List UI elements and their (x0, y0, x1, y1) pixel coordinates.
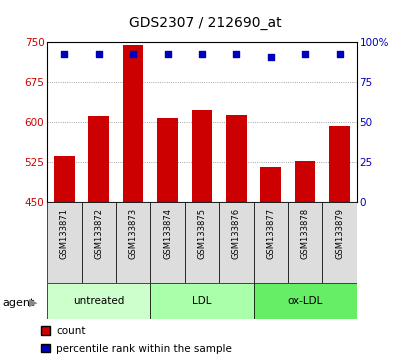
Text: untreated: untreated (73, 296, 124, 306)
Bar (150, 202, 184, 283)
Bar (294, 161, 315, 202)
Bar (88, 116, 109, 202)
Text: GSM133874: GSM133874 (163, 208, 172, 259)
Bar (116, 202, 150, 283)
Text: GSM133873: GSM133873 (128, 208, 137, 259)
Bar (47, 202, 81, 283)
Point (232, 51, 239, 56)
Text: GSM133878: GSM133878 (300, 208, 309, 259)
Point (301, 51, 308, 56)
Bar (81, 202, 116, 283)
Text: GSM133876: GSM133876 (231, 208, 240, 259)
Bar (47, 283, 150, 319)
Bar (328, 126, 349, 202)
Text: ox-LDL: ox-LDL (287, 296, 322, 306)
Text: LDL: LDL (192, 296, 211, 306)
Bar (157, 118, 178, 202)
Point (267, 54, 273, 59)
Bar (225, 115, 246, 202)
Bar (218, 202, 253, 283)
Point (164, 51, 171, 56)
Text: GSM133875: GSM133875 (197, 208, 206, 259)
Point (335, 51, 342, 56)
Text: ▶: ▶ (29, 298, 38, 308)
Text: GSM133872: GSM133872 (94, 208, 103, 259)
Point (61, 51, 67, 56)
Bar (253, 283, 356, 319)
Text: GDS2307 / 212690_at: GDS2307 / 212690_at (128, 16, 281, 30)
Point (198, 51, 204, 56)
Bar (54, 155, 74, 202)
Bar (287, 202, 321, 283)
Text: GSM133879: GSM133879 (334, 208, 343, 259)
Bar (184, 202, 218, 283)
Bar (321, 202, 356, 283)
Text: agent: agent (2, 298, 34, 308)
Text: GSM133871: GSM133871 (60, 208, 69, 259)
Text: count: count (56, 326, 85, 336)
Bar (123, 45, 143, 202)
Bar (260, 167, 280, 202)
Bar (191, 110, 212, 202)
Bar (253, 202, 287, 283)
Bar (150, 283, 253, 319)
Point (130, 51, 136, 56)
Point (95, 51, 102, 56)
Text: GSM133877: GSM133877 (265, 208, 274, 259)
Text: percentile rank within the sample: percentile rank within the sample (56, 344, 231, 354)
